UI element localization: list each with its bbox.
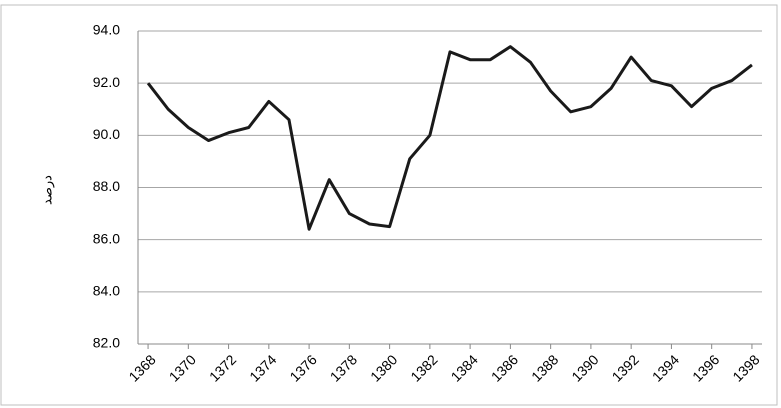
x-tick-label: 1376: [286, 351, 319, 384]
data-line: [146, 45, 753, 231]
y-tick-label: 84.0: [93, 283, 120, 299]
x-tick-label: 1382: [407, 351, 440, 384]
y-tick-label: 88.0: [93, 178, 120, 194]
x-tick-label: 1380: [367, 351, 400, 384]
x-tick-label: 1378: [327, 351, 360, 384]
y-tick-label: 94.0: [93, 22, 120, 38]
chart-border: [0, 4, 778, 406]
x-tick-label: 1370: [166, 351, 199, 384]
y-tick-label: 86.0: [93, 230, 120, 246]
x-tick-label: 1368: [125, 351, 158, 384]
y-tick-label: 90.0: [93, 126, 120, 142]
x-tick-label: 1384: [448, 351, 481, 384]
x-tick-label: 1394: [649, 351, 682, 384]
x-tick-label: 1374: [246, 351, 279, 384]
x-tick-label: 1386: [488, 351, 521, 384]
x-tick-label: 1392: [609, 351, 642, 384]
x-tick-label: 1396: [689, 351, 722, 384]
x-tick-label: 1390: [568, 351, 601, 384]
y-tick-label: 92.0: [93, 74, 120, 90]
x-tick-label: 1388: [528, 351, 561, 384]
y-axis-label: درصد: [39, 175, 55, 205]
y-tick-label: 82.0: [93, 335, 120, 351]
x-tick-label: 1398: [729, 351, 762, 384]
x-tick-label: 1372: [206, 351, 239, 384]
